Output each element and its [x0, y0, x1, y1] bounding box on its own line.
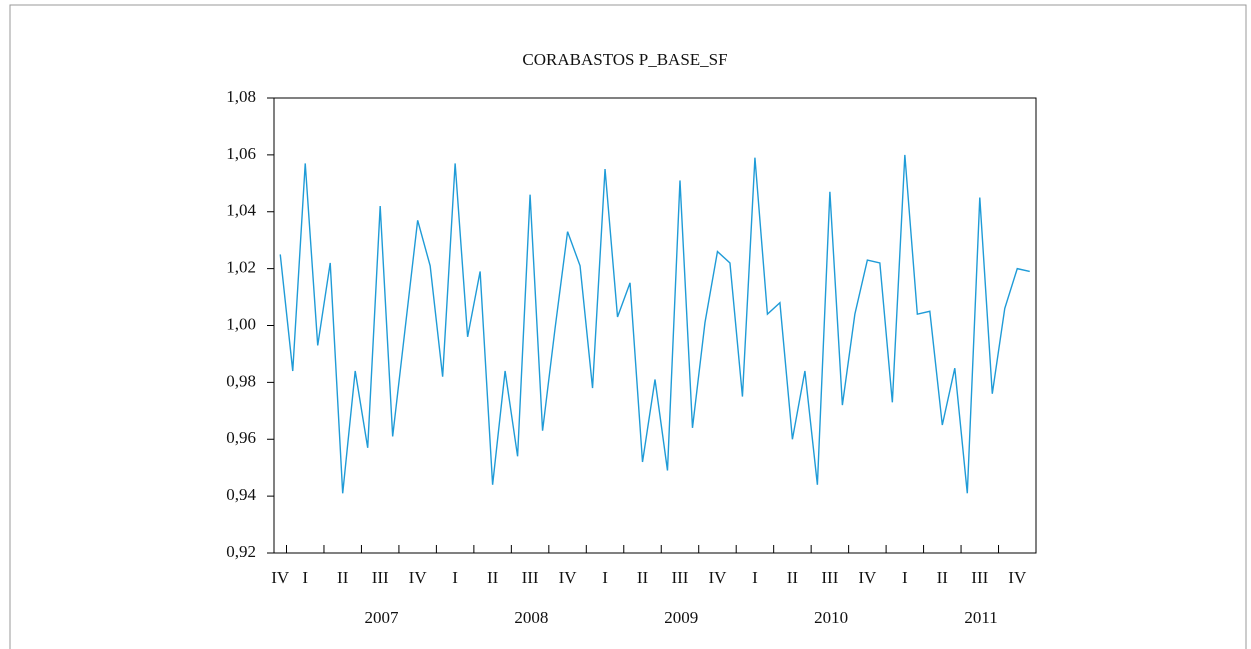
frame	[9, 4, 1247, 649]
x-tick-label: III	[971, 568, 988, 587]
x-tick-label: I	[902, 568, 908, 587]
chart-title: CORABASTOS P_BASE_SF	[522, 50, 727, 69]
x-tick-label: III	[821, 568, 838, 587]
x-tick-label: IV	[708, 568, 727, 587]
x-tick-label: III	[671, 568, 688, 587]
x-tick-label: IV	[1008, 568, 1027, 587]
x-tick-label: IV	[559, 568, 578, 587]
y-tick-label: 1,08	[226, 87, 256, 106]
x-tick-label: II	[787, 568, 799, 587]
x-tick-label: II	[487, 568, 499, 587]
x-tick-label: I	[452, 568, 458, 587]
x-tick-label: IV	[409, 568, 428, 587]
y-tick-label: 0,92	[226, 542, 256, 561]
x-group-label: 2007	[364, 608, 399, 627]
x-group-label: 2008	[514, 608, 548, 627]
x-tick-label: IV	[858, 568, 877, 587]
y-tick-label: 1,04	[226, 201, 256, 220]
x-tick-label: II	[637, 568, 649, 587]
y-tick-label: 0,94	[226, 485, 256, 504]
x-tick-label: I	[602, 568, 608, 587]
y-tick-label: 1,06	[226, 144, 256, 163]
y-tick-label: 0,98	[226, 371, 256, 390]
x-tick-label: I	[302, 568, 308, 587]
y-tick-label: 1,00	[226, 314, 256, 333]
plot-area	[273, 97, 1037, 554]
x-tick-label: II	[337, 568, 349, 587]
x-group-label: 2011	[964, 608, 997, 627]
x-tick-label: II	[937, 568, 949, 587]
x-tick-label: III	[372, 568, 389, 587]
y-tick-label: 0,96	[226, 428, 256, 447]
x-group-label: 2009	[664, 608, 698, 627]
x-tick-label: III	[522, 568, 539, 587]
x-group-label: 2010	[814, 608, 848, 627]
y-tick-label: 1,02	[226, 258, 256, 277]
x-tick-label: IV	[271, 568, 290, 587]
line-series	[279, 154, 1030, 494]
x-tick-label: I	[752, 568, 758, 587]
